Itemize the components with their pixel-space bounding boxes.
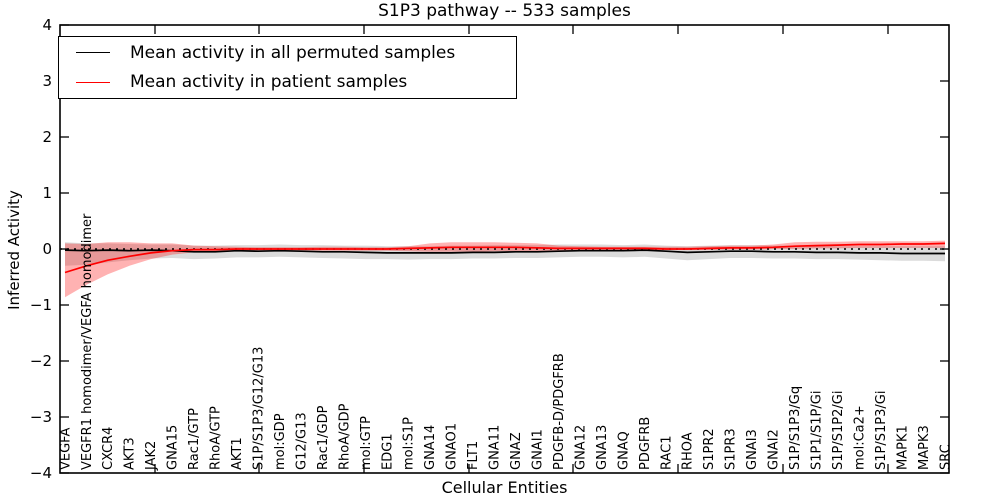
chart-title: S1P3 pathway -- 533 samples: [378, 1, 631, 21]
x-tick-label: S1P/S1P3/Gi: [874, 391, 889, 470]
x-tick-label: mol:S1P: [402, 417, 417, 470]
x-tick-label: S1P/S1P2/Gi: [831, 391, 846, 470]
x-tick-label: GNA11: [488, 425, 503, 470]
x-tick-label: SRC: [938, 444, 953, 470]
y-tick-label: 4: [42, 16, 52, 34]
x-tick-label: GNAI3: [745, 429, 760, 470]
x-tick-label: GNA15: [166, 425, 181, 470]
y-tick-label: −3: [30, 408, 52, 426]
x-tick-label: VEGFA: [58, 428, 73, 470]
x-tick-label: RHOA: [681, 432, 696, 470]
x-tick-label: G12/G13: [294, 412, 309, 470]
x-tick-label: GNAQ: [616, 431, 631, 470]
legend-item-permuted: Mean activity in all permuted samples: [59, 39, 516, 67]
x-tick-label: VEGFR1 homodimer/VEGFA homodimer: [80, 213, 95, 470]
x-tick-label: Rac1/GTP: [187, 408, 202, 470]
y-tick-label: 1: [42, 184, 52, 202]
permuted-mean-line: [64, 249, 945, 255]
x-tick-label: EDG1: [380, 433, 395, 470]
patient-mean-line: [64, 242, 946, 274]
legend-label-permuted: Mean activity in all permuted samples: [130, 42, 456, 63]
x-tick-label: S1P/S1P3/G12/G13: [251, 347, 266, 470]
patient-line-swatch: [76, 81, 110, 83]
y-tick-label: −1: [30, 296, 52, 314]
x-tick-label: AKT1: [230, 437, 245, 470]
x-tick-label: S1P1/S1P/Gi: [809, 391, 824, 470]
x-tick-label: mol:GDP: [273, 413, 288, 470]
x-tick-label: Rac1/GDP: [316, 405, 331, 470]
y-tick-label: 2: [42, 128, 52, 146]
x-tick-label: RhoA/GTP: [208, 406, 223, 470]
x-tick-label: GNA13: [595, 425, 610, 470]
x-tick-label: JAK2: [144, 441, 159, 471]
x-tick-label: GNAZ: [509, 432, 524, 470]
x-tick-label: GNA14: [423, 425, 438, 470]
legend-label-patient: Mean activity in patient samples: [130, 72, 408, 93]
x-tick-label: FLT1: [466, 441, 481, 470]
patient-confidence-band: [65, 240, 945, 298]
y-tick-label: −2: [30, 352, 52, 370]
x-tick-label: mol:Ca2+: [852, 405, 867, 470]
x-tick-label: GNAI2: [767, 429, 782, 470]
x-tick-label: S1PR2: [702, 428, 717, 470]
y-tick-label: 3: [42, 72, 52, 90]
x-tick-label: AKT3: [123, 437, 138, 470]
y-axis-label: Inferred Activity: [5, 190, 23, 310]
x-tick-label: GNAO1: [445, 423, 460, 470]
x-tick-label: S1PR3: [724, 428, 739, 470]
x-tick-label: GNA12: [573, 425, 588, 470]
plot-border: [59, 24, 950, 474]
x-tick-label: mol:GTP: [359, 416, 374, 470]
x-tick-label: GNAI1: [530, 429, 545, 470]
x-tick-label: RhoA/GDP: [337, 403, 352, 470]
legend-item-patient: Mean activity in patient samples: [59, 68, 516, 96]
legend: Mean activity in all permuted samples Me…: [58, 36, 517, 99]
x-tick-label: CXCR4: [101, 427, 116, 470]
x-tick-label: S1P/S1P3/Gq: [788, 386, 803, 470]
y-tick-label: 0: [42, 240, 52, 258]
x-tick-label: PDGFRB: [638, 417, 653, 470]
permuted-line-swatch: [76, 52, 110, 54]
x-axis-label: Cellular Entities: [441, 478, 568, 497]
x-tick-label: PDGFB-D/PDGFRB: [552, 353, 567, 470]
x-tick-label: MAPK1: [895, 425, 910, 470]
x-tick-label: MAPK3: [917, 425, 932, 470]
y-tick-label: −4: [30, 464, 52, 482]
x-tick-label: RAC1: [659, 435, 674, 470]
